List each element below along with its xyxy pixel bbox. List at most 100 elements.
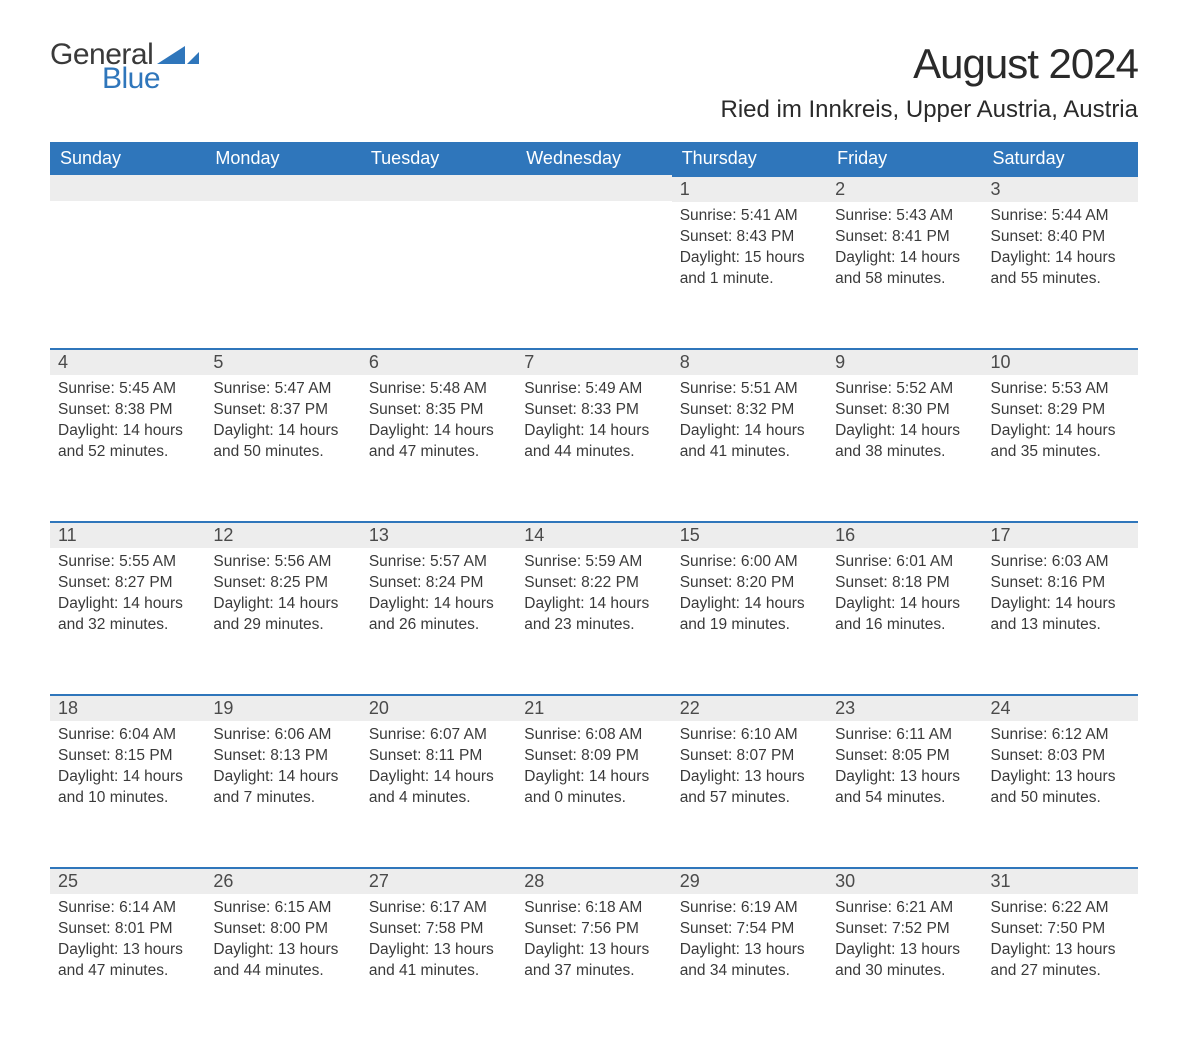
day-content-cell: Sunrise: 6:22 AMSunset: 7:50 PMDaylight:… (983, 894, 1138, 1022)
day-content-cell: Sunrise: 5:53 AMSunset: 8:29 PMDaylight:… (983, 375, 1138, 503)
day-number: 28 (516, 867, 671, 894)
sunset-text: Sunset: 8:16 PM (991, 573, 1130, 594)
day-content-cell: Sunrise: 6:10 AMSunset: 8:07 PMDaylight:… (672, 721, 827, 849)
day-number: 26 (205, 867, 360, 894)
day-cell: 31 (983, 867, 1138, 894)
day-content-cell: Sunrise: 5:51 AMSunset: 8:32 PMDaylight:… (672, 375, 827, 503)
sunrise-text: Sunrise: 5:43 AM (835, 206, 974, 227)
day-details: Sunrise: 5:49 AMSunset: 8:33 PMDaylight:… (516, 375, 671, 471)
daylight-text: Daylight: 14 hours and 13 minutes. (991, 594, 1130, 636)
weekday-header: Saturday (983, 142, 1138, 175)
sunrise-text: Sunrise: 5:41 AM (680, 206, 819, 227)
day-content-cell: Sunrise: 5:41 AMSunset: 8:43 PMDaylight:… (672, 202, 827, 330)
day-number: 17 (983, 521, 1138, 548)
day-content-cell: Sunrise: 6:11 AMSunset: 8:05 PMDaylight:… (827, 721, 982, 849)
weekday-header: Friday (827, 142, 982, 175)
day-details: Sunrise: 5:44 AMSunset: 8:40 PMDaylight:… (983, 202, 1138, 298)
day-number: 31 (983, 867, 1138, 894)
day-content-cell: Sunrise: 5:59 AMSunset: 8:22 PMDaylight:… (516, 548, 671, 676)
sunrise-text: Sunrise: 6:22 AM (991, 898, 1130, 919)
day-number: 11 (50, 521, 205, 548)
weekday-header: Tuesday (361, 142, 516, 175)
day-cell: 1 (672, 175, 827, 202)
day-number: 30 (827, 867, 982, 894)
sunrise-text: Sunrise: 6:14 AM (58, 898, 197, 919)
sunset-text: Sunset: 8:30 PM (835, 400, 974, 421)
daylight-text: Daylight: 14 hours and 23 minutes. (524, 594, 663, 636)
day-details: Sunrise: 6:04 AMSunset: 8:15 PMDaylight:… (50, 721, 205, 817)
day-number: 7 (516, 348, 671, 375)
day-details: Sunrise: 6:21 AMSunset: 7:52 PMDaylight:… (827, 894, 982, 990)
day-content-cell: Sunrise: 6:21 AMSunset: 7:52 PMDaylight:… (827, 894, 982, 1022)
daylight-text: Daylight: 14 hours and 4 minutes. (369, 767, 508, 809)
sunrise-text: Sunrise: 5:59 AM (524, 552, 663, 573)
calendar-body: 123Sunrise: 5:41 AMSunset: 8:43 PMDaylig… (50, 175, 1138, 1022)
day-number: 19 (205, 694, 360, 721)
day-number: 21 (516, 694, 671, 721)
sunrise-text: Sunrise: 5:44 AM (991, 206, 1130, 227)
weekday-header: Monday (205, 142, 360, 175)
day-cell: 25 (50, 867, 205, 894)
day-cell: 29 (672, 867, 827, 894)
daylight-text: Daylight: 14 hours and 0 minutes. (524, 767, 663, 809)
sunset-text: Sunset: 8:09 PM (524, 746, 663, 767)
day-number: 6 (361, 348, 516, 375)
week-daynum-row: 123 (50, 175, 1138, 202)
day-details: Sunrise: 6:11 AMSunset: 8:05 PMDaylight:… (827, 721, 982, 817)
day-cell: 2 (827, 175, 982, 202)
day-cell: 20 (361, 694, 516, 721)
logo-text-blue: Blue (102, 64, 199, 94)
sunrise-text: Sunrise: 5:56 AM (213, 552, 352, 573)
sunrise-text: Sunrise: 6:03 AM (991, 552, 1130, 573)
sunrise-text: Sunrise: 6:11 AM (835, 725, 974, 746)
daylight-text: Daylight: 15 hours and 1 minute. (680, 248, 819, 290)
sunset-text: Sunset: 8:33 PM (524, 400, 663, 421)
week-daynum-row: 45678910 (50, 348, 1138, 375)
sunrise-text: Sunrise: 6:08 AM (524, 725, 663, 746)
day-content-cell: Sunrise: 5:55 AMSunset: 8:27 PMDaylight:… (50, 548, 205, 676)
day-details: Sunrise: 5:48 AMSunset: 8:35 PMDaylight:… (361, 375, 516, 471)
day-details: Sunrise: 5:53 AMSunset: 8:29 PMDaylight:… (983, 375, 1138, 471)
weekday-header: Sunday (50, 142, 205, 175)
daylight-text: Daylight: 13 hours and 34 minutes. (680, 940, 819, 982)
day-number: 5 (205, 348, 360, 375)
day-cell: 19 (205, 694, 360, 721)
sunrise-text: Sunrise: 5:52 AM (835, 379, 974, 400)
sunset-text: Sunset: 8:20 PM (680, 573, 819, 594)
week-spacer (50, 330, 1138, 348)
day-content-cell: Sunrise: 6:04 AMSunset: 8:15 PMDaylight:… (50, 721, 205, 849)
day-cell: 23 (827, 694, 982, 721)
sunrise-text: Sunrise: 5:51 AM (680, 379, 819, 400)
day-cell: 17 (983, 521, 1138, 548)
day-cell: 5 (205, 348, 360, 375)
sunrise-text: Sunrise: 5:49 AM (524, 379, 663, 400)
sunset-text: Sunset: 8:15 PM (58, 746, 197, 767)
day-number: 20 (361, 694, 516, 721)
weekday-header-row: SundayMondayTuesdayWednesdayThursdayFrid… (50, 142, 1138, 175)
daylight-text: Daylight: 14 hours and 19 minutes. (680, 594, 819, 636)
week-spacer (50, 503, 1138, 521)
weekday-header: Wednesday (516, 142, 671, 175)
empty-daynum-bar (516, 175, 671, 201)
day-details: Sunrise: 5:52 AMSunset: 8:30 PMDaylight:… (827, 375, 982, 471)
day-details: Sunrise: 6:22 AMSunset: 7:50 PMDaylight:… (983, 894, 1138, 990)
day-number: 4 (50, 348, 205, 375)
day-details: Sunrise: 5:57 AMSunset: 8:24 PMDaylight:… (361, 548, 516, 644)
sunset-text: Sunset: 8:32 PM (680, 400, 819, 421)
day-details: Sunrise: 6:12 AMSunset: 8:03 PMDaylight:… (983, 721, 1138, 817)
day-details: Sunrise: 6:14 AMSunset: 8:01 PMDaylight:… (50, 894, 205, 990)
empty-daynum-bar (50, 175, 205, 201)
day-cell: 26 (205, 867, 360, 894)
daylight-text: Daylight: 14 hours and 35 minutes. (991, 421, 1130, 463)
day-number: 12 (205, 521, 360, 548)
sunrise-text: Sunrise: 5:53 AM (991, 379, 1130, 400)
sunset-text: Sunset: 8:37 PM (213, 400, 352, 421)
day-details: Sunrise: 6:15 AMSunset: 8:00 PMDaylight:… (205, 894, 360, 990)
sunrise-text: Sunrise: 5:57 AM (369, 552, 508, 573)
day-content-cell: Sunrise: 6:01 AMSunset: 8:18 PMDaylight:… (827, 548, 982, 676)
empty-content-cell (50, 202, 205, 330)
empty-cell (361, 175, 516, 202)
sunrise-text: Sunrise: 5:48 AM (369, 379, 508, 400)
day-content-cell: Sunrise: 6:08 AMSunset: 8:09 PMDaylight:… (516, 721, 671, 849)
day-number: 29 (672, 867, 827, 894)
